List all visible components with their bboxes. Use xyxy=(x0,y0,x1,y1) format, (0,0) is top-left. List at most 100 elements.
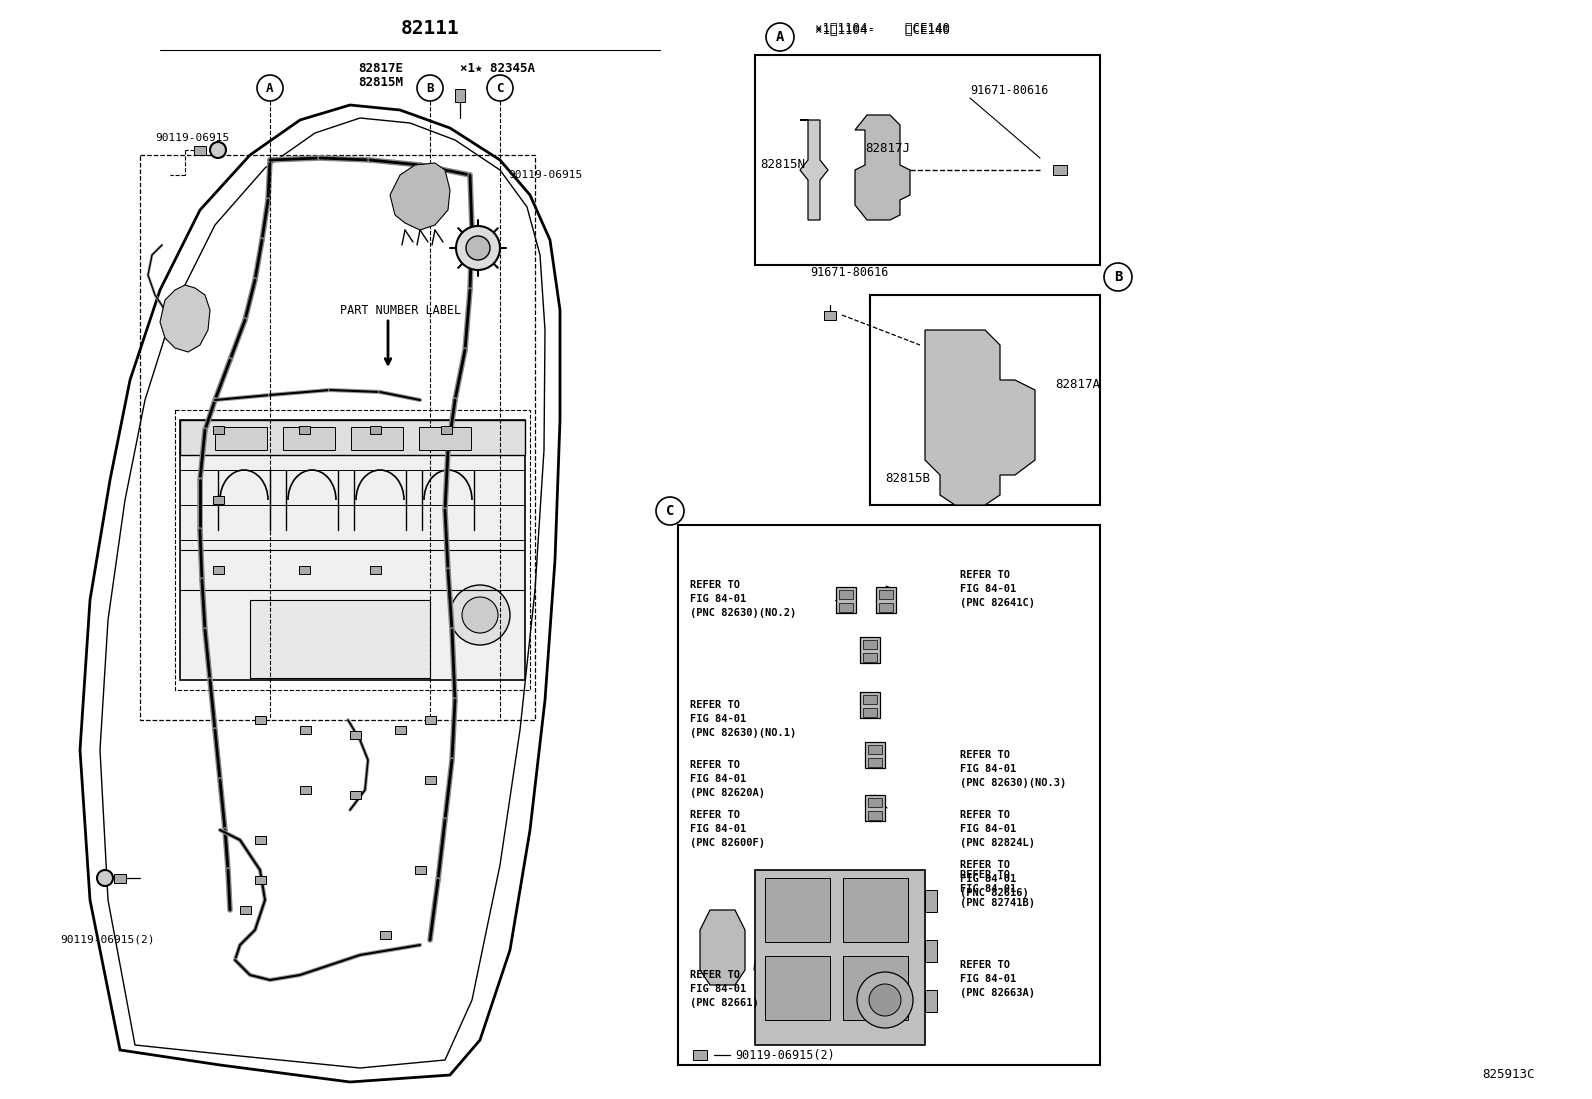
Text: PART NUMBER LABEL: PART NUMBER LABEL xyxy=(341,303,462,317)
Text: 82111: 82111 xyxy=(401,19,460,37)
Text: B: B xyxy=(1114,270,1122,284)
Bar xyxy=(194,145,205,155)
Bar xyxy=(350,791,360,799)
Bar xyxy=(863,695,877,704)
Polygon shape xyxy=(80,106,560,1083)
Bar xyxy=(239,906,250,914)
Polygon shape xyxy=(801,120,828,220)
Text: 90119-06915(2): 90119-06915(2) xyxy=(736,1048,834,1062)
Bar xyxy=(250,600,430,678)
Text: 90119-06915: 90119-06915 xyxy=(508,170,583,180)
Bar xyxy=(419,428,471,449)
Text: REFER TO
FIG 84-01
(PNC 82620A): REFER TO FIG 84-01 (PNC 82620A) xyxy=(689,761,766,798)
Bar xyxy=(425,717,436,724)
Text: REFER TO
FIG 84-01
(PNC 82641C): REFER TO FIG 84-01 (PNC 82641C) xyxy=(960,570,1035,608)
Text: 82817A: 82817A xyxy=(1055,378,1100,391)
Bar xyxy=(350,731,360,739)
Bar xyxy=(879,603,893,612)
Bar xyxy=(844,878,907,942)
Bar xyxy=(180,420,525,680)
Bar xyxy=(755,55,1100,265)
Text: A: A xyxy=(775,30,785,44)
Text: ×1（1104-    ）CE140: ×1（1104- ）CE140 xyxy=(815,22,950,34)
Polygon shape xyxy=(161,285,210,352)
Text: ×1（1104-    ）CE140: ×1（1104- ）CE140 xyxy=(815,23,950,36)
Circle shape xyxy=(97,870,113,886)
Circle shape xyxy=(462,597,498,633)
Bar xyxy=(766,878,829,942)
Text: 82815M: 82815M xyxy=(358,77,403,89)
Bar xyxy=(863,708,877,717)
Text: 91671-80616: 91671-80616 xyxy=(970,84,1049,97)
Text: REFER TO
FIG 84-01
(PNC 82616): REFER TO FIG 84-01 (PNC 82616) xyxy=(960,861,1028,898)
Text: C: C xyxy=(497,81,503,95)
Circle shape xyxy=(451,585,509,645)
Bar xyxy=(693,1050,707,1061)
Bar xyxy=(255,836,266,844)
Bar xyxy=(863,640,877,650)
Text: 82817J: 82817J xyxy=(864,142,911,155)
Bar xyxy=(925,890,938,912)
Bar xyxy=(299,566,309,574)
Bar xyxy=(836,587,856,613)
Polygon shape xyxy=(390,163,451,230)
Bar xyxy=(868,811,882,820)
Bar xyxy=(864,795,885,821)
Circle shape xyxy=(869,984,901,1015)
Bar xyxy=(755,870,925,1045)
Bar xyxy=(876,587,896,613)
Text: REFER TO
FIG 84-01
(PNC 82600F): REFER TO FIG 84-01 (PNC 82600F) xyxy=(689,810,766,848)
Bar xyxy=(299,426,309,434)
Bar xyxy=(369,566,380,574)
Bar xyxy=(140,155,535,720)
Bar xyxy=(212,496,223,504)
Bar xyxy=(212,426,223,434)
Bar xyxy=(255,717,266,724)
Text: 90119-06915(2): 90119-06915(2) xyxy=(60,935,154,945)
Circle shape xyxy=(1103,263,1132,291)
Bar xyxy=(766,956,829,1020)
Circle shape xyxy=(487,75,513,101)
Bar xyxy=(1052,165,1067,175)
Text: A: A xyxy=(266,81,274,95)
Bar xyxy=(255,876,266,884)
Bar xyxy=(175,410,530,690)
Text: REFER TO
FIG 84-01
(PNC 82741B): REFER TO FIG 84-01 (PNC 82741B) xyxy=(960,870,1035,908)
Bar xyxy=(215,428,267,449)
Circle shape xyxy=(466,236,490,260)
Text: 82817E: 82817E xyxy=(358,62,403,75)
Polygon shape xyxy=(925,330,1035,506)
Bar xyxy=(860,637,880,663)
Bar xyxy=(283,428,334,449)
Circle shape xyxy=(417,75,443,101)
Bar xyxy=(844,956,907,1020)
Text: REFER TO
FIG 84-01
(PNC 82824L): REFER TO FIG 84-01 (PNC 82824L) xyxy=(960,810,1035,848)
Text: REFER TO
FIG 84-01
(PNC 82663A): REFER TO FIG 84-01 (PNC 82663A) xyxy=(960,961,1035,998)
Bar xyxy=(825,311,836,320)
Bar xyxy=(678,525,1100,1065)
Text: B: B xyxy=(427,81,433,95)
Bar xyxy=(839,603,853,612)
Bar xyxy=(860,692,880,718)
Bar xyxy=(864,742,885,768)
Bar xyxy=(869,295,1100,506)
Bar xyxy=(299,726,310,734)
Circle shape xyxy=(656,497,685,525)
Bar xyxy=(395,726,406,734)
Bar xyxy=(212,566,223,574)
Bar xyxy=(425,776,436,784)
Polygon shape xyxy=(855,115,911,220)
Text: REFER TO
FIG 84-01
(PNC 82661): REFER TO FIG 84-01 (PNC 82661) xyxy=(689,970,759,1008)
Text: REFER TO
FIG 84-01
(PNC 82630)(NO.3): REFER TO FIG 84-01 (PNC 82630)(NO.3) xyxy=(960,750,1067,788)
Bar xyxy=(879,590,893,599)
Bar xyxy=(115,874,126,882)
Bar xyxy=(868,758,882,767)
Circle shape xyxy=(210,142,226,158)
Polygon shape xyxy=(700,910,745,985)
Text: 90119-06915: 90119-06915 xyxy=(154,133,229,143)
Bar xyxy=(379,931,390,939)
Bar xyxy=(441,426,452,434)
Bar xyxy=(863,653,877,662)
Bar xyxy=(868,745,882,754)
Text: C: C xyxy=(665,504,673,518)
